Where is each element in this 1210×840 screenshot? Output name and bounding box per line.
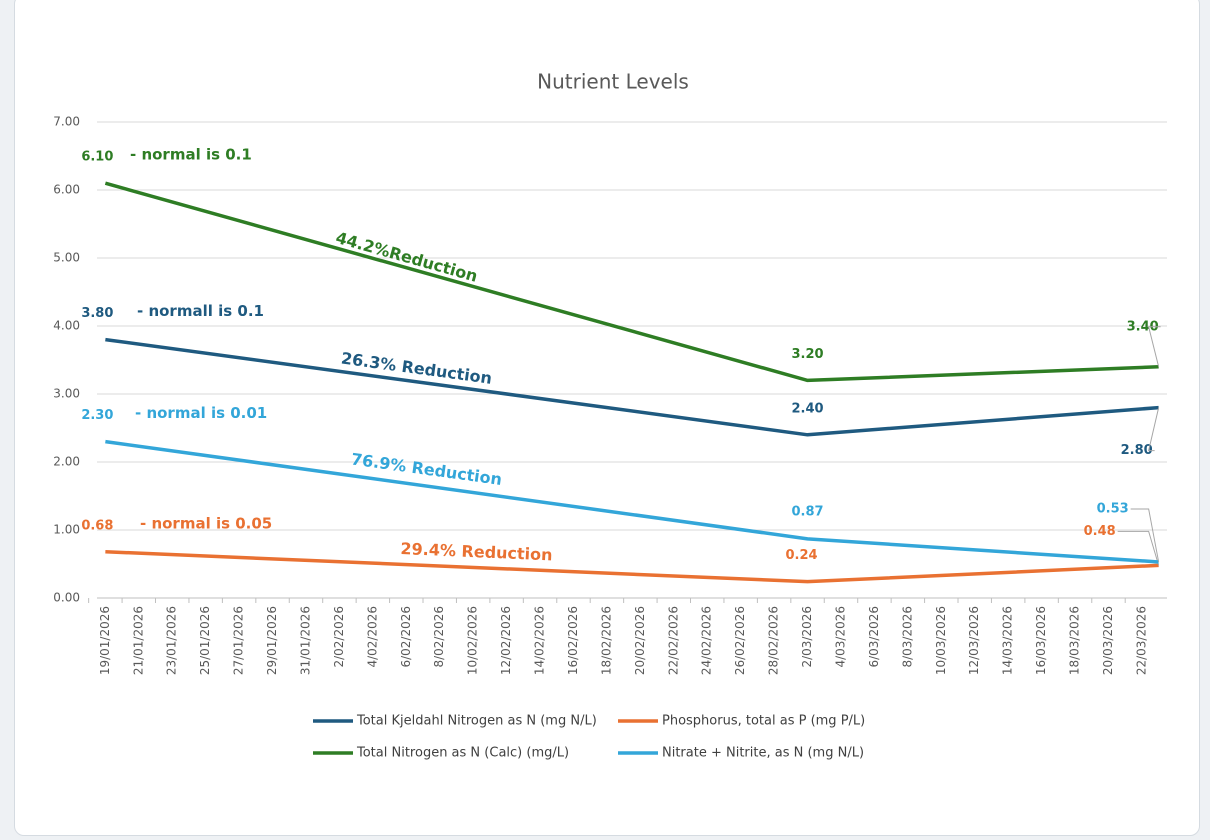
x-tick-label: 2/03/2026 [800, 606, 814, 668]
y-tick-label: 3.00 [53, 387, 80, 401]
y-tick-label: 0.00 [53, 591, 80, 605]
x-tick-label: 22/03/2026 [1134, 606, 1148, 675]
x-tick-label: 8/03/2026 [900, 606, 914, 668]
x-tick-label: 26/02/2026 [733, 606, 747, 675]
x-tick-label: 10/02/2026 [466, 606, 480, 675]
data-label: 3.40 [1127, 319, 1159, 334]
series-line [104, 181, 1159, 383]
normal-note: - normal is 0.01 [135, 404, 267, 422]
legend-label: Total Nitrogen as N (Calc) (mg/L) [356, 746, 569, 761]
y-tick-label: 1.00 [53, 523, 80, 537]
normal-note: - normal is 0.1 [130, 146, 252, 164]
x-tick-label: 10/03/2026 [934, 606, 948, 675]
series-line [105, 337, 1159, 437]
x-tick-label: 8/02/2026 [432, 606, 446, 668]
x-tick-label: 4/02/2026 [365, 606, 379, 668]
y-tick-label: 7.00 [53, 115, 80, 129]
reduction-label: 76.9% Reduction [350, 449, 503, 489]
x-tick-label: 24/02/2026 [700, 606, 714, 675]
series-line [105, 439, 1159, 564]
normal-note: - normal is 0.05 [140, 514, 272, 532]
x-tick-label: 27/01/2026 [232, 606, 246, 675]
data-label: 2.30 [81, 408, 113, 423]
chart-title: Nutrient Levels [537, 70, 689, 94]
legend-label: Total Kjeldahl Nitrogen as N (mg N/L) [356, 714, 597, 729]
x-tick-label: 14/03/2026 [1001, 606, 1015, 675]
x-tick-label: 18/03/2026 [1068, 606, 1082, 675]
x-tick-label: 21/01/2026 [131, 606, 145, 675]
leader-line [1117, 530, 1160, 566]
data-label: 0.53 [1097, 501, 1129, 516]
series-line [105, 550, 1159, 584]
normal-note: - normall is 0.1 [137, 302, 264, 320]
x-tick-label: 20/03/2026 [1101, 606, 1115, 675]
x-tick-label: 16/02/2026 [566, 606, 580, 675]
y-tick-label: 2.00 [53, 455, 80, 469]
legend-label: Phosphorus, total as P (mg P/L) [662, 714, 865, 729]
x-tick-label: 20/02/2026 [633, 606, 647, 675]
data-label: 0.68 [81, 518, 113, 533]
x-tick-label: 22/02/2026 [666, 606, 680, 675]
x-tick-label: 31/01/2026 [298, 606, 312, 675]
reduction-label: 29.4% Reduction [400, 539, 553, 564]
x-tick-label: 12/03/2026 [967, 606, 981, 675]
data-label: 0.87 [792, 504, 824, 519]
data-label: 2.80 [1121, 443, 1153, 458]
data-label: 6.10 [81, 150, 113, 165]
x-tick-label: 25/01/2026 [198, 606, 212, 675]
reduction-label: 44.2%Reduction [334, 228, 480, 286]
legend-label: Nitrate + Nitrite, as N (mg N/L) [662, 746, 864, 761]
x-tick-label: 2/02/2026 [332, 606, 346, 668]
data-label: 0.48 [1084, 524, 1116, 539]
x-tick-label: 4/03/2026 [833, 606, 847, 668]
leader-line [1148, 407, 1160, 452]
x-tick-label: 18/02/2026 [599, 606, 613, 675]
x-tick-label: 12/02/2026 [499, 606, 513, 675]
leader-line [1148, 326, 1161, 367]
x-tick-label: 6/03/2026 [867, 606, 881, 668]
x-tick-label: 29/01/2026 [265, 606, 279, 675]
x-tick-label: 23/01/2026 [165, 606, 179, 675]
x-tick-label: 28/02/2026 [767, 606, 781, 675]
y-tick-label: 4.00 [53, 319, 80, 333]
x-tick-label: 16/03/2026 [1034, 606, 1048, 675]
data-label: 2.40 [792, 401, 824, 416]
y-tick-label: 5.00 [53, 251, 80, 265]
x-tick-label: 14/02/2026 [533, 606, 547, 675]
x-tick-label: 19/01/2026 [98, 606, 112, 675]
data-label: 0.24 [786, 548, 818, 563]
x-tick-label: 6/02/2026 [399, 606, 413, 668]
data-label: 3.80 [81, 306, 113, 321]
leader-line [1130, 508, 1160, 563]
data-label: 3.20 [792, 347, 824, 362]
y-tick-label: 6.00 [53, 183, 80, 197]
